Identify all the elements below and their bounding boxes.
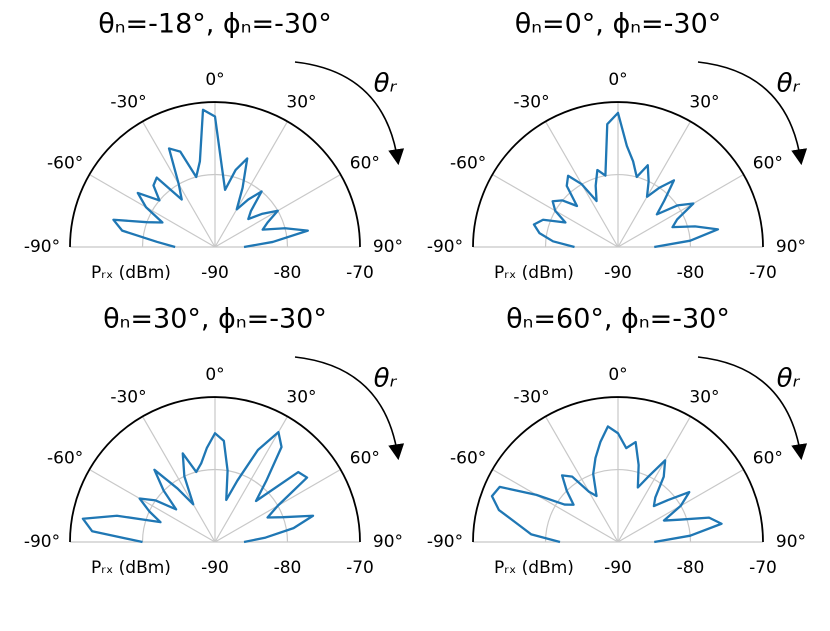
theta-tick-label: 90°	[776, 237, 806, 257]
annotation: θᵣ	[777, 364, 801, 394]
r-axis-label: Pᵣₓ (dBm)	[91, 558, 171, 578]
r-tick-label: -70	[749, 558, 777, 578]
annotation: θᵣ	[374, 69, 398, 99]
r-axis-label: Pᵣₓ (dBm)	[494, 558, 574, 578]
theta-tick-label: 90°	[373, 237, 403, 257]
r-tick-label: -80	[677, 558, 705, 578]
theta-tick-label: 60°	[753, 449, 783, 469]
spine	[472, 101, 764, 248]
grid-line	[617, 173, 744, 248]
grid-line	[89, 468, 216, 543]
r-tick-label: -80	[274, 558, 302, 578]
r-tick-label: -90	[201, 263, 229, 283]
r-tick-label: -90	[604, 558, 632, 578]
r-axis-label: Pᵣₓ (dBm)	[91, 263, 171, 283]
theta-tick-label: -30°	[513, 92, 549, 112]
theta-tick-label: 90°	[373, 532, 403, 552]
grid-line	[544, 416, 619, 543]
r-tick-label: -70	[346, 263, 374, 283]
r-tick-label: -80	[677, 263, 705, 283]
theta-tick-label: -30°	[110, 92, 146, 112]
grid-line	[617, 121, 692, 248]
theta-tick-label: 0°	[608, 365, 627, 385]
theta-tick-label: -90°	[24, 237, 60, 257]
theta-tick-label: -90°	[427, 237, 463, 257]
theta-tick-label: -60°	[47, 449, 83, 469]
annotation: θᵣ	[374, 364, 398, 394]
theta-tick-label: 60°	[350, 449, 380, 469]
r-tick-label: -90	[201, 558, 229, 578]
theta-tick-label: 30°	[689, 92, 719, 112]
theta-tick-label: 0°	[608, 70, 627, 90]
r-tick-label: -70	[749, 263, 777, 283]
theta-tick-label: 90°	[776, 532, 806, 552]
theta-tick-label: 60°	[350, 154, 380, 174]
grid-line	[214, 121, 289, 248]
grid-line	[617, 416, 692, 543]
theta-tick-label: -30°	[513, 387, 549, 407]
spine	[69, 101, 361, 248]
r-tick-label: -80	[274, 263, 302, 283]
theta-tick-label: 30°	[286, 92, 316, 112]
theta-tick-label: 0°	[205, 70, 224, 90]
r-tick-label: -70	[346, 558, 374, 578]
theta-tick-label: -90°	[24, 532, 60, 552]
r-tick-label: -90	[604, 263, 632, 283]
theta-tick-label: -60°	[47, 154, 83, 174]
annotation-arrow	[294, 61, 405, 166]
r-axis-label: Pᵣₓ (dBm)	[494, 263, 574, 283]
panel-title: θₙ=-18°, ϕₙ=-30°	[98, 9, 331, 40]
data-line	[81, 430, 315, 544]
annotation-arrow	[697, 61, 808, 166]
theta-tick-label: -60°	[450, 449, 486, 469]
theta-tick-label: 30°	[689, 387, 719, 407]
grid-line	[141, 416, 216, 543]
panel-title: θₙ=30°, ϕₙ=-30°	[103, 304, 327, 335]
theta-tick-label: -30°	[110, 387, 146, 407]
theta-tick-label: -90°	[427, 532, 463, 552]
data-line	[490, 425, 723, 544]
data-line	[112, 108, 309, 249]
spine	[472, 396, 764, 543]
spine	[69, 396, 361, 543]
theta-tick-label: 0°	[205, 365, 224, 385]
theta-tick-label: -60°	[450, 154, 486, 174]
annotation-arrow	[294, 356, 405, 461]
grid-line	[492, 468, 619, 543]
annotation-arrow	[697, 356, 808, 461]
theta-tick-label: 60°	[753, 154, 783, 174]
grid-line	[89, 173, 216, 248]
theta-tick-label: 30°	[286, 387, 316, 407]
data-line	[532, 111, 720, 249]
panel-title: θₙ=60°, ϕₙ=-30°	[506, 304, 730, 335]
annotation: θᵣ	[777, 69, 801, 99]
grid-line	[214, 416, 289, 543]
panel-title: θₙ=0°, ϕₙ=-30°	[515, 9, 722, 40]
